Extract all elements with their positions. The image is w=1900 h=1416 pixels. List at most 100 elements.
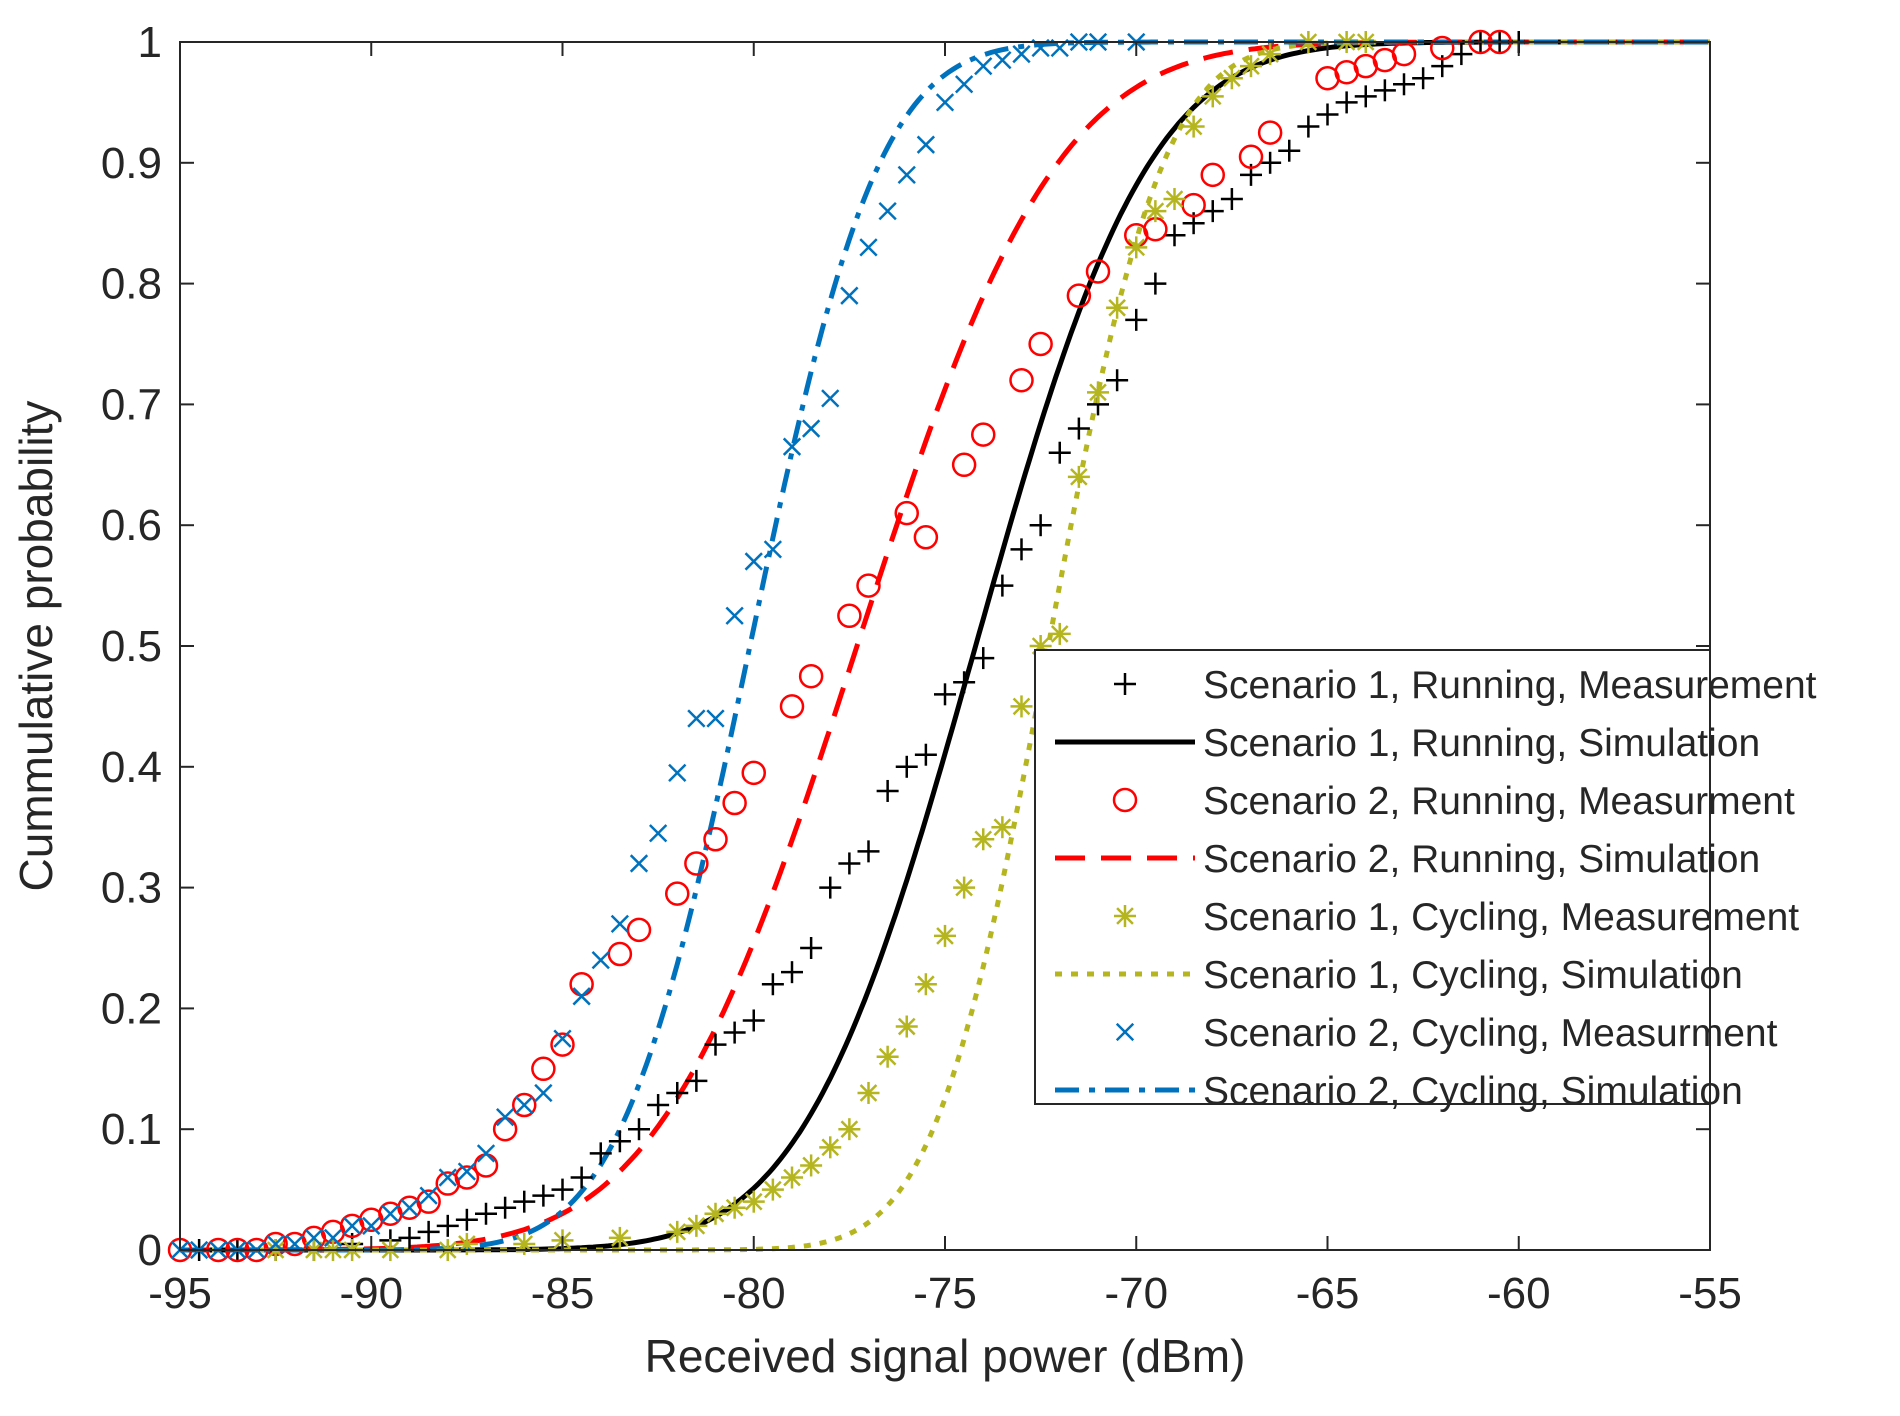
legend-box bbox=[1034, 649, 1711, 1105]
data-point bbox=[914, 973, 937, 996]
data-point bbox=[953, 671, 976, 694]
data-point bbox=[455, 1232, 478, 1255]
data-point bbox=[1373, 79, 1396, 102]
data-point bbox=[1257, 120, 1283, 145]
data-point bbox=[1354, 85, 1377, 108]
legend-marker-sample bbox=[1112, 787, 1138, 813]
data-point bbox=[1201, 200, 1224, 223]
data-point bbox=[685, 1214, 708, 1237]
data-point bbox=[742, 1009, 765, 1032]
legend-marker-sample bbox=[1114, 905, 1136, 927]
data-point bbox=[821, 389, 840, 408]
y-tick-label: 0.9 bbox=[101, 139, 162, 188]
y-tick-label: 0.6 bbox=[101, 501, 162, 550]
y-tick-label: 1 bbox=[138, 18, 162, 67]
data-point bbox=[1087, 381, 1109, 404]
data-point bbox=[1163, 224, 1186, 247]
data-point bbox=[608, 1226, 631, 1249]
data-point bbox=[723, 1021, 746, 1044]
data-point bbox=[1450, 43, 1473, 66]
legend-item: Scenario 1, Running, Measurement bbox=[1114, 664, 1817, 707]
legend-marker-sample bbox=[1114, 673, 1136, 695]
data-point bbox=[1220, 188, 1243, 211]
data-point bbox=[1048, 622, 1071, 645]
data-point bbox=[362, 1216, 381, 1235]
data-point bbox=[1259, 151, 1282, 174]
legend-label: Scenario 2, Running, Simulation bbox=[1203, 838, 1760, 881]
data-point bbox=[725, 606, 744, 625]
legend-item: Scenario 2, Cycling, Measurment bbox=[1115, 1012, 1778, 1055]
data-point bbox=[837, 603, 862, 629]
data-point bbox=[476, 1144, 496, 1163]
legend-item: Scenario 2, Running, Simulation bbox=[1055, 838, 1760, 881]
data-point bbox=[610, 914, 630, 933]
x-axis: -95 -90 -85 -80 -75 -70 -65 -60 -55 bbox=[148, 42, 1742, 1318]
data-point bbox=[570, 1166, 593, 1189]
legend-marker-sample bbox=[1115, 1022, 1135, 1042]
data-point bbox=[551, 1178, 574, 1201]
plot-area bbox=[167, 29, 1711, 1263]
data-point bbox=[1067, 465, 1090, 488]
legend: Scenario 1, Running, Measurement Scenario… bbox=[1034, 649, 1817, 1113]
data-point bbox=[876, 779, 899, 802]
y-tick-label: 0.1 bbox=[101, 1105, 162, 1154]
data-point bbox=[684, 851, 709, 876]
data-point bbox=[1010, 538, 1033, 561]
data-point bbox=[782, 437, 802, 456]
data-point bbox=[512, 1092, 537, 1118]
data-point bbox=[1144, 200, 1167, 223]
legend-label: Scenario 1, Running, Measurement bbox=[1203, 664, 1817, 707]
data-point bbox=[801, 419, 821, 438]
data-point bbox=[916, 135, 936, 154]
data-point bbox=[953, 876, 976, 899]
data-point bbox=[534, 1083, 553, 1103]
legend-item: Scenario 1, Cycling, Measurement bbox=[1114, 896, 1799, 939]
data-point bbox=[553, 1029, 572, 1048]
data-point bbox=[1316, 103, 1339, 126]
data-point bbox=[628, 1118, 650, 1141]
data-point bbox=[876, 1045, 899, 1068]
data-point bbox=[1125, 236, 1148, 259]
data-point bbox=[914, 743, 937, 766]
data-point bbox=[800, 937, 823, 959]
data-point bbox=[972, 647, 995, 670]
legend-item: Scenario 2, Cycling, Simulation bbox=[1055, 1070, 1743, 1113]
data-point bbox=[550, 1032, 575, 1057]
data-point bbox=[993, 50, 1012, 70]
data-point bbox=[1220, 67, 1243, 90]
x-tick-label: -55 bbox=[1678, 1269, 1742, 1318]
data-point bbox=[1182, 115, 1205, 138]
y-tick-label: 0.7 bbox=[101, 380, 162, 429]
data-point bbox=[416, 1189, 441, 1214]
data-point bbox=[742, 1190, 765, 1213]
data-point bbox=[1391, 41, 1417, 67]
data-point bbox=[417, 1220, 440, 1243]
data-point bbox=[419, 1186, 438, 1205]
data-point bbox=[779, 694, 805, 719]
legend-label: Scenario 1, Running, Simulation bbox=[1203, 722, 1760, 765]
data-point bbox=[1259, 43, 1282, 66]
data-point bbox=[706, 709, 725, 728]
data-point bbox=[1106, 296, 1129, 319]
data-point bbox=[648, 824, 668, 843]
data-point bbox=[513, 1232, 536, 1255]
legend-item: Scenario 1, Cycling, Simulation bbox=[1055, 954, 1743, 997]
data-point bbox=[1029, 514, 1052, 537]
data-point bbox=[897, 165, 916, 185]
data-point bbox=[1009, 367, 1034, 393]
legend-label: Scenario 2, Cycling, Simulation bbox=[1203, 1070, 1743, 1113]
data-point bbox=[934, 683, 956, 706]
data-point bbox=[894, 500, 919, 526]
data-point bbox=[455, 1208, 478, 1231]
y-axis: 0 0.1 0.2 0.3 0.4 0.5 0.6 0.7 0.8 0.9 1 bbox=[101, 18, 1710, 1275]
data-point bbox=[572, 987, 591, 1006]
data-point bbox=[819, 1136, 842, 1159]
data-point bbox=[381, 1204, 400, 1223]
x-tick-label: -65 bbox=[1296, 1269, 1360, 1318]
legend-label: Scenario 2, Cycling, Measurment bbox=[1203, 1012, 1778, 1055]
data-point bbox=[781, 1166, 803, 1189]
data-point bbox=[1125, 308, 1148, 331]
data-point bbox=[972, 828, 995, 851]
data-point bbox=[1010, 695, 1033, 718]
